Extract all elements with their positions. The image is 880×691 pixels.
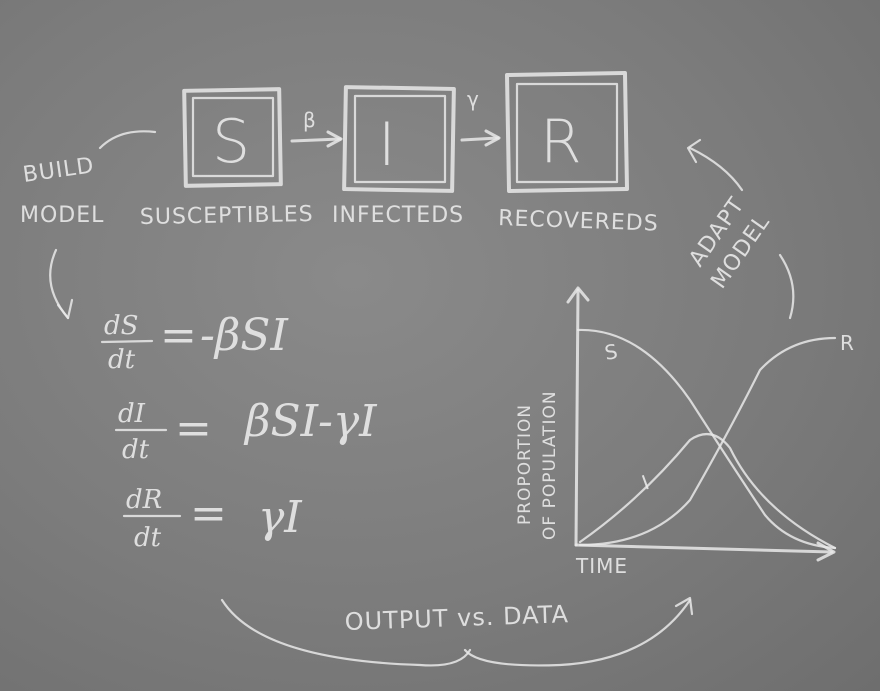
equation-r: dR dt = γI <box>122 485 303 553</box>
build-model-text-1: BUILD <box>21 153 96 188</box>
arrow-s-to-i: β <box>290 108 343 148</box>
equation-s-denominator: dt <box>108 345 136 375</box>
equation-r-equals: = <box>190 488 227 539</box>
rate-gamma: γ <box>467 87 480 111</box>
arrow-i-to-r: γ <box>460 87 501 147</box>
graph-y-label-1: PROPORTION <box>515 404 535 525</box>
compartment-s: S <box>182 87 283 188</box>
label-susceptibles: SUSCEPTIBLES <box>140 202 314 230</box>
graph-y-label-2: OF POPULATION <box>540 390 560 540</box>
curve-i <box>578 432 837 550</box>
equation-i-denominator: dt <box>122 435 150 465</box>
equation-i: dI dt = βSI-γI <box>114 396 378 465</box>
curve-s <box>576 328 837 550</box>
graph-x-axis <box>574 543 834 554</box>
equation-r-denominator: dt <box>134 523 162 553</box>
compartment-r: R <box>504 70 630 194</box>
equation-s-equals: = <box>160 310 197 361</box>
equation-s-rhs: -βSI <box>200 310 289 361</box>
compartment-i-letter: I <box>378 110 396 180</box>
output-vs-data-text: OUTPUT vs. DATA <box>344 600 569 636</box>
rate-beta: β <box>303 108 317 132</box>
equation-r-numerator: dR <box>126 485 162 515</box>
equation-s: dS dt = -βSI <box>100 310 289 375</box>
build-model-text-2: MODEL <box>20 203 104 228</box>
adapt-model-annotation: ADAPT MODEL <box>684 138 795 320</box>
curve-s-label: S <box>603 339 621 365</box>
graph-x-label: TIME <box>575 554 628 578</box>
sir-graph: S I R PROPORTION OF POPULATION TIME <box>515 286 855 578</box>
graph-y-axis <box>574 288 580 547</box>
curve-r <box>578 336 837 547</box>
curve-r-label: R <box>840 331 855 355</box>
compartment-i: I <box>342 85 456 193</box>
compartment-r-letter: R <box>540 107 582 177</box>
label-recovereds: RECOVEREDS <box>498 206 659 237</box>
build-model-annotation: BUILD MODEL <box>20 130 157 320</box>
label-infecteds: INFECTEDS <box>332 203 464 228</box>
equation-r-rhs: γI <box>258 492 303 543</box>
equation-i-equals: = <box>175 403 212 454</box>
equation-i-numerator: dI <box>118 399 146 429</box>
equation-i-rhs: βSI-γI <box>243 396 378 447</box>
equation-s-numerator: dS <box>104 311 138 341</box>
compartment-s-letter: S <box>212 107 250 177</box>
output-vs-data-annotation: OUTPUT vs. DATA <box>220 596 694 667</box>
